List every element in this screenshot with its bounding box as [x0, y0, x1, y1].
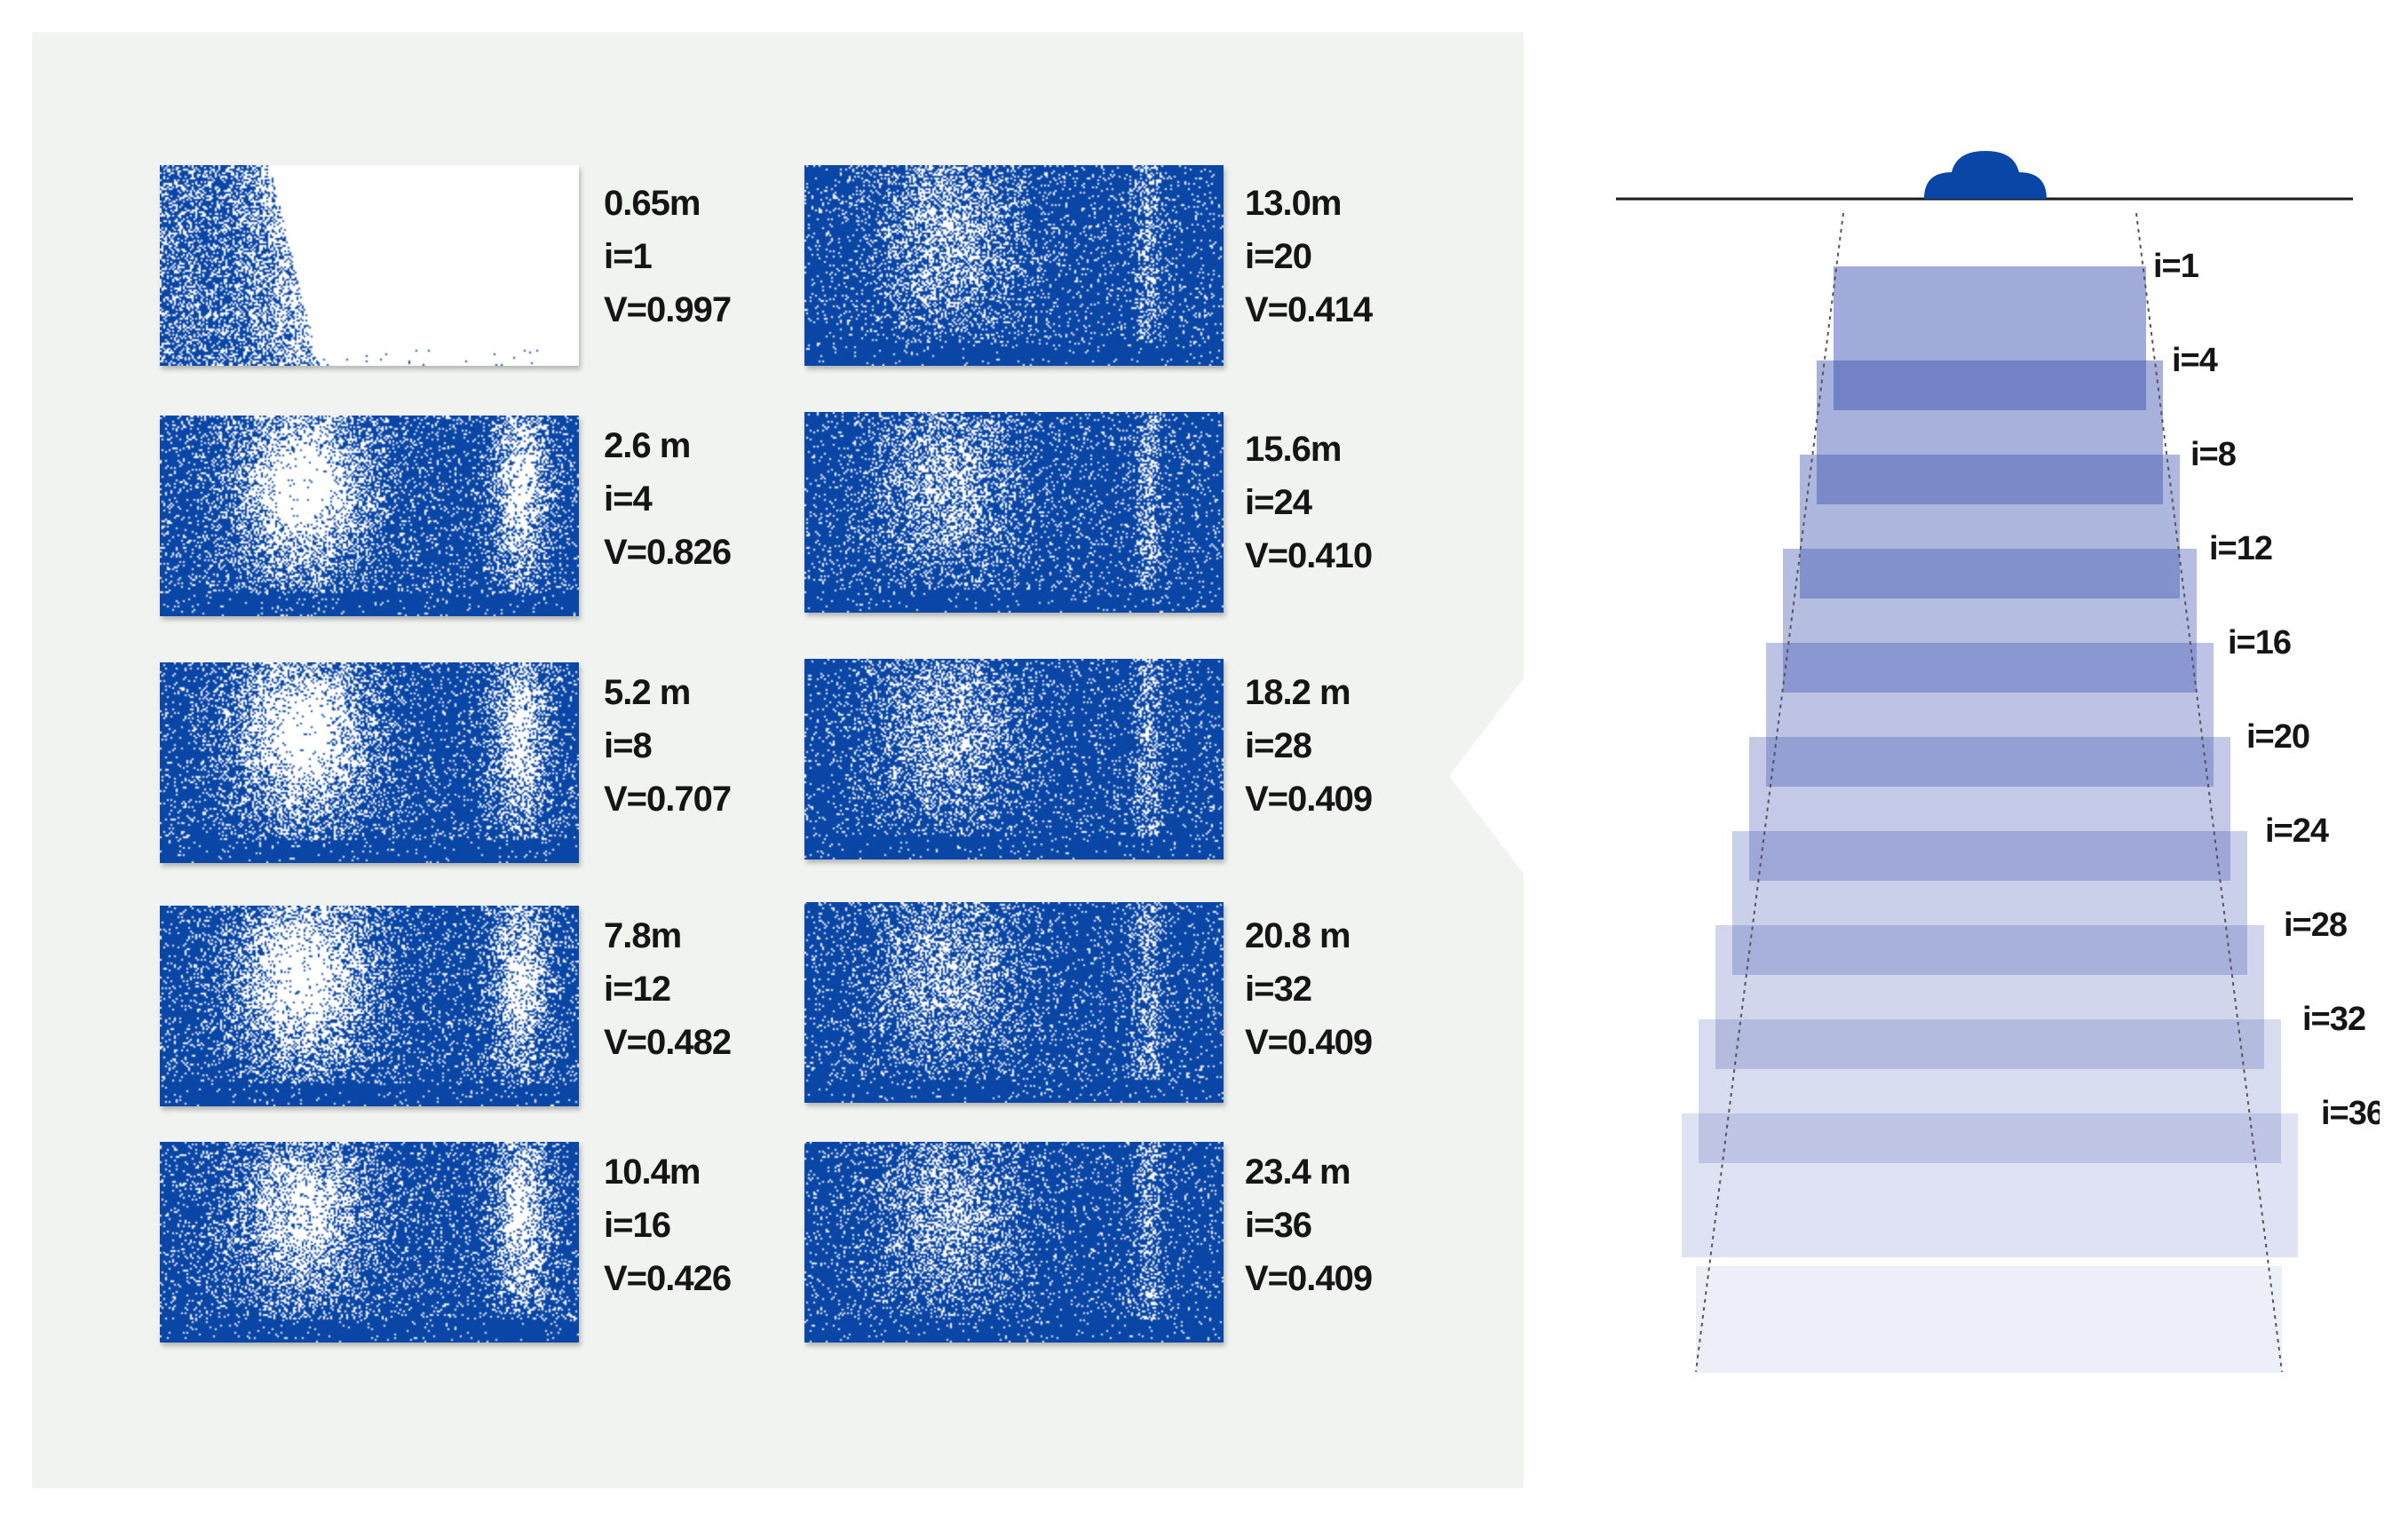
- layer-label: i=16: [2228, 624, 2291, 661]
- layer-label: i=1: [2153, 248, 2199, 285]
- iteration-label: i=36: [1245, 1206, 1312, 1245]
- layer-band: [1682, 1113, 2298, 1257]
- scatter-canvas: [160, 165, 579, 366]
- layer-label: i=28: [2284, 907, 2347, 944]
- sample-caption-i28: 18.2 m i=28 V=0.409: [1245, 666, 1440, 826]
- reconstruction-image-i1: [160, 165, 579, 366]
- scatter-canvas: [804, 902, 1224, 1103]
- layer-group: [1682, 266, 2298, 1373]
- value-label: V=0.826: [604, 533, 732, 572]
- layer-label: i=36: [2321, 1095, 2380, 1132]
- layer-label: i=20: [2246, 718, 2309, 756]
- depth-label: 10.4m: [604, 1153, 701, 1192]
- layer-label: i=32: [2302, 1001, 2365, 1038]
- iteration-label: i=20: [1245, 237, 1312, 276]
- layer-band: [1800, 455, 2180, 598]
- layer-label: i=4: [2172, 342, 2218, 379]
- right-dotted-boundary: [2135, 212, 2283, 1373]
- layer-band: [1783, 549, 2197, 693]
- panel-background: [32, 32, 1524, 1488]
- layer-band: [1732, 831, 2247, 975]
- layer-band: [1817, 360, 2163, 504]
- iteration-label: i=32: [1245, 970, 1312, 1009]
- layer-band: [1749, 737, 2230, 881]
- sample-caption-i24: 15.6m i=24 V=0.410: [1245, 423, 1440, 582]
- results-panel: 0.65m i=1 V=0.997 2.6 m i=4 V=0.826 5.2 …: [32, 32, 1524, 1488]
- reconstruction-image-i32: [804, 902, 1224, 1103]
- scatter-canvas: [160, 1142, 579, 1343]
- sample-caption-i12: 7.8m i=12 V=0.482: [604, 909, 799, 1069]
- depth-label: 7.8m: [604, 916, 682, 955]
- iteration-label: i=1: [604, 237, 653, 276]
- layer-band-tail: [1696, 1266, 2282, 1373]
- scatter-canvas: [160, 662, 579, 863]
- sample-caption-i1: 0.65m i=1 V=0.997: [604, 177, 799, 337]
- depth-label: 18.2 m: [1245, 673, 1351, 712]
- value-label: V=0.409: [1245, 1023, 1373, 1062]
- layer-stack-diagram: i=1 i=4 i=8 i=12 i=16 i=20 i=24 i=28 i=32 i=36: [1616, 151, 2380, 1373]
- iteration-label: i=8: [604, 726, 653, 765]
- value-label: V=0.409: [1245, 1259, 1373, 1298]
- value-label: V=0.409: [1245, 780, 1373, 819]
- iteration-label: i=4: [604, 479, 653, 519]
- reconstruction-image-i16: [160, 1142, 579, 1343]
- scatter-canvas: [160, 416, 579, 616]
- sample-caption-i8: 5.2 m i=8 V=0.707: [604, 666, 799, 826]
- depth-label: 20.8 m: [1245, 916, 1351, 955]
- sample-caption-i20: 13.0m i=20 V=0.414: [1245, 177, 1440, 337]
- sample-caption-i16: 10.4m i=16 V=0.426: [604, 1145, 799, 1305]
- left-dotted-boundary: [1695, 212, 1844, 1373]
- value-label: V=0.707: [604, 780, 732, 819]
- scatter-canvas: [804, 659, 1224, 859]
- value-label: V=0.426: [604, 1259, 732, 1298]
- depth-label: 0.65m: [604, 184, 701, 223]
- depth-label: 23.4 m: [1245, 1153, 1351, 1192]
- sample-caption-i32: 20.8 m i=32 V=0.409: [1245, 909, 1440, 1069]
- reconstruction-image-i12: [160, 906, 579, 1106]
- iteration-label: i=24: [1245, 483, 1312, 522]
- reconstruction-image-i8: [160, 662, 579, 863]
- value-label: V=0.997: [604, 290, 732, 329]
- layer-band: [1834, 266, 2146, 410]
- scatter-canvas: [804, 165, 1224, 366]
- scatter-canvas: [804, 1142, 1224, 1343]
- reconstruction-image-i28: [804, 659, 1224, 859]
- reconstruction-image-i4: [160, 416, 579, 616]
- depth-label: 15.6m: [1245, 430, 1342, 469]
- scatter-canvas: [804, 412, 1224, 613]
- value-label: V=0.482: [604, 1023, 732, 1062]
- sensor-icon: [1924, 151, 2047, 199]
- reconstruction-image-i24: [804, 412, 1224, 613]
- layer-label: i=24: [2265, 812, 2329, 850]
- iteration-label: i=12: [604, 970, 671, 1009]
- reconstruction-image-i36: [804, 1142, 1224, 1343]
- sample-caption-i36: 23.4 m i=36 V=0.409: [1245, 1145, 1440, 1305]
- layer-label: i=8: [2190, 436, 2236, 473]
- value-label: V=0.414: [1245, 290, 1373, 329]
- layer-label: i=12: [2209, 530, 2272, 567]
- layer-band: [1699, 1019, 2281, 1163]
- scatter-canvas: [160, 906, 579, 1106]
- reconstruction-image-i20: [804, 165, 1224, 366]
- panel-shape: [32, 32, 1524, 1488]
- iteration-label: i=16: [604, 1206, 671, 1245]
- layer-label-group: i=1 i=4 i=8 i=12 i=16 i=20 i=24 i=28 i=32 i=36: [2153, 248, 2380, 1132]
- depth-label: 2.6 m: [604, 426, 691, 465]
- depth-label: 13.0m: [1245, 184, 1342, 223]
- sample-caption-i4: 2.6 m i=4 V=0.826: [604, 419, 799, 579]
- layer-band: [1766, 643, 2214, 787]
- iteration-label: i=28: [1245, 726, 1312, 765]
- value-label: V=0.410: [1245, 536, 1373, 575]
- layer-band: [1715, 925, 2264, 1069]
- depth-label: 5.2 m: [604, 673, 691, 712]
